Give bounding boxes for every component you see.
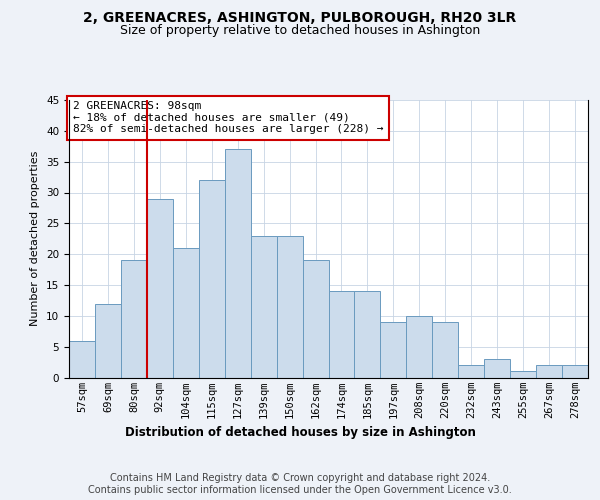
Bar bbox=[121, 260, 147, 378]
Text: 2 GREENACRES: 98sqm
← 18% of detached houses are smaller (49)
82% of semi-detach: 2 GREENACRES: 98sqm ← 18% of detached ho… bbox=[73, 101, 383, 134]
Bar bbox=[484, 359, 510, 378]
Bar bbox=[69, 340, 95, 378]
Bar bbox=[225, 150, 251, 378]
Bar bbox=[277, 236, 302, 378]
Bar bbox=[199, 180, 224, 378]
Bar bbox=[380, 322, 406, 378]
Text: 2, GREENACRES, ASHINGTON, PULBOROUGH, RH20 3LR: 2, GREENACRES, ASHINGTON, PULBOROUGH, RH… bbox=[83, 11, 517, 25]
Y-axis label: Number of detached properties: Number of detached properties bbox=[31, 151, 40, 326]
Bar bbox=[458, 365, 484, 378]
Bar bbox=[329, 291, 355, 378]
Bar bbox=[173, 248, 199, 378]
Bar bbox=[251, 236, 277, 378]
Text: Distribution of detached houses by size in Ashington: Distribution of detached houses by size … bbox=[125, 426, 475, 439]
Bar bbox=[302, 260, 329, 378]
Bar bbox=[562, 365, 588, 378]
Text: Size of property relative to detached houses in Ashington: Size of property relative to detached ho… bbox=[120, 24, 480, 37]
Bar bbox=[95, 304, 121, 378]
Bar bbox=[406, 316, 432, 378]
Bar bbox=[536, 365, 562, 378]
Bar bbox=[510, 372, 536, 378]
Bar bbox=[147, 198, 173, 378]
Bar bbox=[355, 291, 380, 378]
Text: Contains HM Land Registry data © Crown copyright and database right 2024.
Contai: Contains HM Land Registry data © Crown c… bbox=[88, 474, 512, 495]
Bar bbox=[433, 322, 458, 378]
